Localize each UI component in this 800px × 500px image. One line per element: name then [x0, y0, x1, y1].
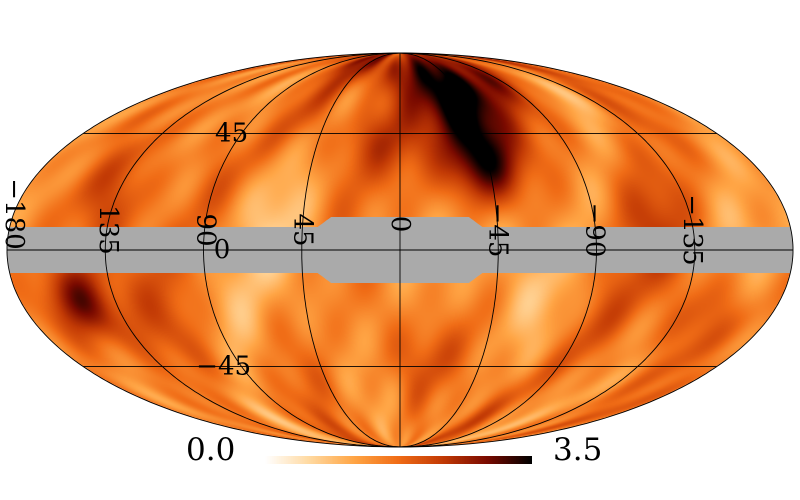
meridian-label: 90: [190, 213, 220, 246]
parallel-label: 45: [215, 118, 248, 148]
meridian-label: 0: [385, 216, 415, 233]
colorbar-max-label: 3.5: [553, 432, 603, 468]
meridian-label: −90: [580, 203, 610, 258]
colorbar-min-label: 0.0: [186, 432, 236, 468]
colorbar: [265, 456, 532, 464]
meridian-label: 45: [288, 213, 318, 246]
graticule-labels: −180 135 90 45 0 −45 −90 −135 45 0 −45: [0, 118, 707, 381]
graticule: [6, 52, 794, 448]
meridian-label: −180: [0, 178, 29, 249]
parallel-label: −45: [196, 352, 251, 382]
meridian-label: 135: [93, 205, 123, 255]
meridian-label: −135: [677, 194, 707, 265]
parallel-label: 0: [214, 235, 231, 265]
meridian-label: −45: [482, 203, 512, 258]
